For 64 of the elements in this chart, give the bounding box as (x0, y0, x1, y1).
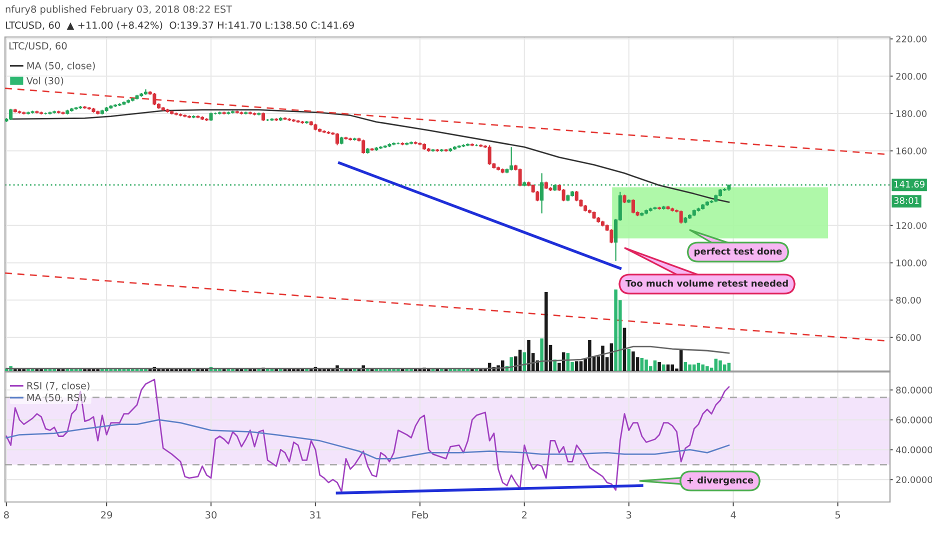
bar (644, 360, 648, 371)
y-tick-label: 100.00 (896, 260, 927, 266)
bar (718, 360, 722, 371)
ref-line-label: 141.69 (894, 180, 924, 188)
x-tick-label: 5 (835, 511, 840, 519)
x-tick-label: 29 (101, 511, 112, 519)
candlestick (9, 108, 13, 121)
bar (653, 360, 657, 371)
bar (727, 362, 731, 371)
candlestick (488, 144, 492, 166)
x-tick-label: Feb (412, 511, 428, 519)
bar (662, 364, 666, 371)
legend-label: RSI (7, close) (27, 382, 90, 391)
bar (684, 362, 688, 371)
candlestick (152, 92, 156, 106)
x-tick-label: 31 (310, 511, 321, 519)
bar (696, 362, 700, 371)
bar (722, 364, 726, 371)
chart-subtitle: LTCUSD, 60 ▲ +11.00 (+8.42%) O:139.37 H:141.70 L:138.50 C:141.69 (6, 21, 354, 30)
annotation: LTC/USD, 60 (9, 42, 67, 51)
candlestick (518, 168, 522, 187)
y-tick-label: 40.0000 (896, 446, 932, 454)
bar (714, 358, 718, 371)
bar (640, 358, 644, 371)
y-tick-label: 200.00 (896, 72, 927, 80)
x-tick-label: 2 (522, 511, 527, 518)
bar (627, 348, 630, 371)
bar (579, 361, 583, 371)
legend-label: Vol (30) (26, 76, 64, 86)
candlestick (335, 132, 339, 146)
candlestick (562, 188, 566, 202)
y-tick-label: 120.00 (896, 222, 927, 230)
y-tick-label: 160.00 (896, 148, 927, 154)
candlestick (679, 210, 683, 224)
chart-title: nfury8 published February 03, 2018 08:22 EST (6, 5, 232, 15)
legend-label: MA (50, RSI) (27, 394, 86, 402)
line-series (10, 109, 730, 203)
annotation: perfect test done (694, 248, 782, 256)
bar (574, 361, 578, 371)
y-tick-label: 20.0000 (896, 476, 932, 484)
x-tick-label: 3 (626, 511, 632, 519)
bar (601, 346, 604, 371)
bar (527, 340, 530, 371)
annotation: Too much volume retest needed (626, 280, 788, 287)
bar (540, 338, 544, 371)
bar (544, 292, 548, 371)
x-tick-label: 4 (730, 511, 736, 518)
y-tick-label: 60.0000 (896, 416, 932, 424)
bar (666, 364, 670, 371)
text: 38:01 (894, 197, 919, 204)
candlestick (574, 190, 578, 202)
bar (658, 362, 661, 371)
y-tick-label: 80.00 (896, 296, 921, 304)
bar (632, 351, 635, 371)
x-tick-label: 8 (4, 511, 9, 519)
y-tick-label: 60.00 (896, 334, 921, 341)
legend-label: MA (50, close) (27, 62, 95, 71)
y-tick-label: 180.00 (896, 110, 927, 118)
line-series (6, 419, 730, 460)
y-tick-label: 220.00 (896, 36, 927, 42)
x-tick-label: 30 (206, 511, 217, 519)
bar (670, 364, 674, 371)
candlestick (610, 228, 614, 244)
y-tick-label: 80.0000 (896, 386, 932, 394)
